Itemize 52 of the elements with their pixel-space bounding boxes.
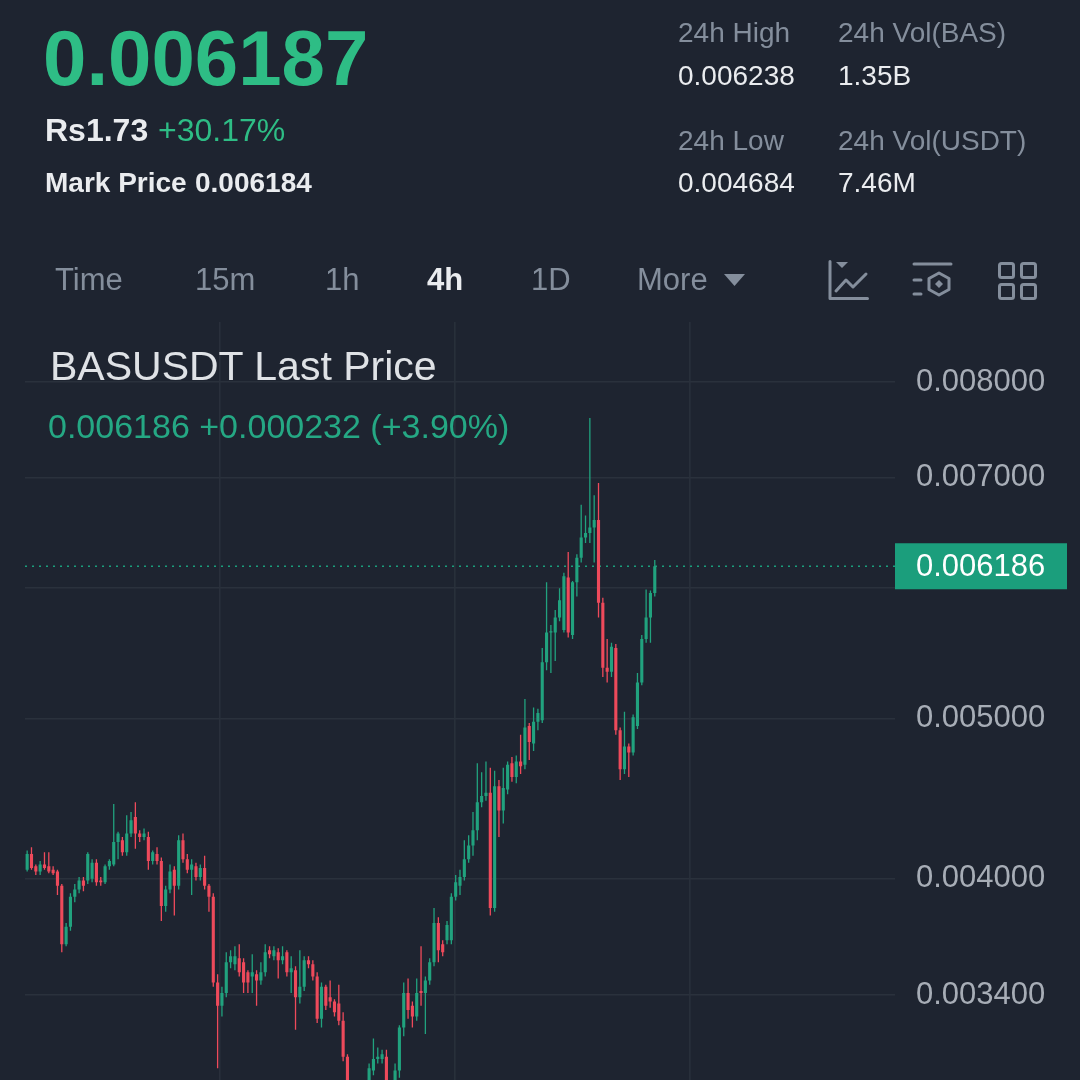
- candlestick: [549, 624, 553, 674]
- candlestick: [116, 831, 120, 860]
- y-tick-label: 0.003400: [916, 975, 1046, 1011]
- text: Rs1.73: [45, 112, 149, 148]
- candlestick: [536, 708, 540, 731]
- y-tick-label: 0.004000: [916, 859, 1046, 895]
- text: 24h Low: [678, 125, 784, 156]
- y-tick-label: 0.008000: [916, 362, 1046, 398]
- candlestick: [194, 862, 198, 881]
- candlestick: [432, 907, 436, 967]
- y-tick-label: 0.007000: [916, 458, 1046, 494]
- text: 1D: [531, 262, 571, 297]
- candlestick: [484, 761, 488, 801]
- candlestick: [38, 860, 42, 876]
- text: 0.006186 +0.000232 (+3.90%): [48, 407, 510, 445]
- candlestick: [207, 884, 211, 912]
- text: +30.17%: [158, 112, 286, 148]
- candlestick: [298, 950, 302, 1004]
- candlestick: [181, 833, 185, 863]
- text: 15m: [195, 262, 256, 297]
- candlestick: [233, 946, 237, 971]
- candlestick: [497, 780, 501, 837]
- candlestick: [380, 1049, 384, 1064]
- text: More: [637, 262, 708, 297]
- text: 0.006238: [678, 60, 795, 91]
- candlestick: [259, 962, 263, 985]
- text: 24h High: [678, 17, 791, 48]
- text: 24h Vol(BAS): [838, 17, 1007, 48]
- candlestick: [272, 946, 276, 961]
- text: 0.006187: [43, 14, 369, 102]
- candlestick: [471, 812, 475, 856]
- candlestick: [155, 847, 159, 865]
- text: 4h: [427, 262, 464, 297]
- candlestick: [168, 864, 172, 894]
- candlestick: [129, 812, 133, 837]
- text: 1.35B: [838, 60, 912, 91]
- text: BASUSDT Last Price: [50, 343, 437, 389]
- text: Time: [55, 262, 123, 297]
- text: 0.004684: [678, 167, 795, 198]
- candlestick: [588, 417, 592, 544]
- y-tick-label: 0.005000: [916, 699, 1046, 735]
- text: 7.46M: [838, 167, 916, 198]
- text: 1h: [325, 262, 360, 297]
- candlestick: [644, 589, 648, 643]
- candlestick: [328, 980, 332, 1008]
- candlestick: [419, 946, 423, 1006]
- candlestick: [220, 986, 224, 1017]
- text: Mark Price: [45, 167, 187, 198]
- ref-line-label: 0.006186: [916, 547, 1046, 583]
- candlestick: [142, 828, 146, 841]
- text: 0.006184: [195, 167, 312, 198]
- text: 24h Vol(USDT): [838, 125, 1027, 156]
